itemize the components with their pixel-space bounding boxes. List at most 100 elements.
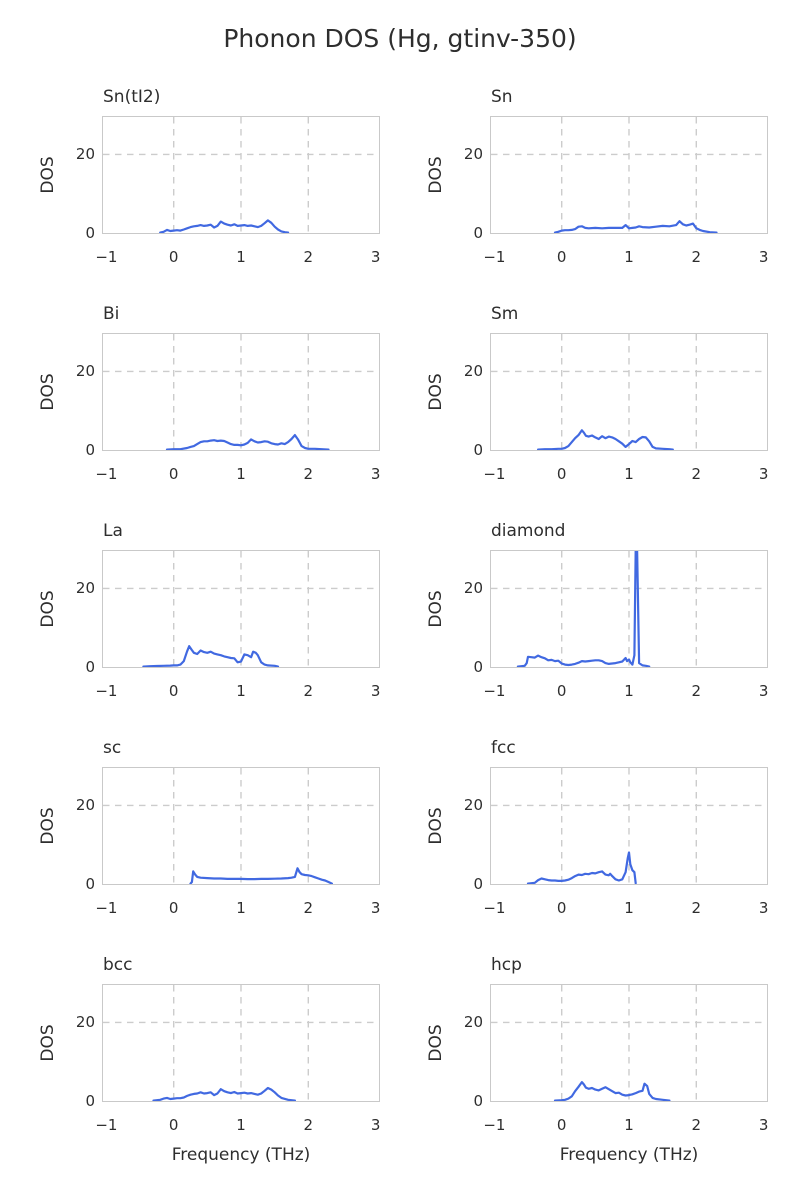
y-tick-label: 0: [85, 658, 95, 676]
y-tick-label: 20: [75, 362, 95, 381]
subplot-cell: Bi DOS 20 0 −1 0 1 2 3: [0, 292, 400, 509]
x-tick-label: 1: [236, 465, 246, 483]
subplot: bcc DOS 20 0 −1 0 1 2 3 Frequency (THz): [38, 955, 380, 1165]
plot-area: [102, 767, 380, 885]
subplot-cell: hcp DOS 20 0 −1 0 1 2 3 Frequency (THz): [400, 943, 800, 1200]
plot-area: [102, 550, 380, 668]
subplot-cell: La DOS 20 0 −1 0 1 2 3: [0, 509, 400, 726]
x-tick-label: 1: [236, 1116, 246, 1134]
y-tick-labels: 20 0: [59, 985, 95, 1110]
subplot-cell: sc DOS 20 0 −1 0 1 2 3: [0, 726, 400, 943]
dos-line-chart: [491, 768, 767, 884]
x-tick-labels: −1 0 1 2 3: [483, 682, 769, 700]
plot-area: [490, 116, 768, 234]
x-tick-label: −1: [95, 465, 118, 483]
subplot-cell: bcc DOS 20 0 −1 0 1 2 3 Frequency (THz): [0, 943, 400, 1200]
dos-line-chart: [491, 551, 767, 667]
x-tick-label: −1: [483, 465, 506, 483]
x-tick-labels: −1 0 1 2 3: [483, 899, 768, 917]
x-tick-label: 1: [624, 899, 634, 917]
plot-area: [102, 116, 380, 234]
dos-line-chart: [103, 985, 379, 1101]
y-tick-labels: 20 0: [59, 551, 95, 676]
x-tick-label: 2: [691, 465, 702, 483]
subplot-title: Bi: [103, 304, 120, 324]
y-axis-label: DOS: [38, 373, 58, 411]
y-axis-label: DOS: [426, 156, 446, 194]
subplot-title: bcc: [103, 955, 133, 975]
x-tick-label: 1: [624, 248, 634, 266]
dos-line-chart: [491, 334, 767, 450]
subplot-grid: Sn(tI2) DOS 20 0 −1 0 1 2 3 Sn DOS 20 0 −1 0 1 2 3…: [0, 75, 800, 1200]
subplot-title: fcc: [491, 738, 516, 758]
y-tick-label: 20: [463, 579, 483, 598]
x-tick-label: 2: [691, 248, 702, 266]
y-tick-label: 20: [75, 796, 95, 815]
x-tick-label: 0: [556, 899, 567, 917]
subplot: fcc DOS 20 0 −1 0 1 2 3: [426, 738, 768, 917]
x-tick-label: 3: [758, 1116, 769, 1134]
subplot-cell: Sn DOS 20 0 −1 0 1 2 3: [400, 75, 800, 292]
plot-area: [490, 333, 768, 451]
y-axis-label: DOS: [426, 807, 446, 845]
subplot-cell: Sn(tI2) DOS 20 0 −1 0 1 2 3: [0, 75, 400, 292]
plot-area: [102, 333, 380, 451]
subplot: Sm DOS 20 0 −1 0 1 2 3: [426, 304, 768, 483]
x-tick-label: 2: [303, 1116, 314, 1134]
x-tick-labels: −1 0 1 2 3: [483, 465, 768, 483]
subplot-cell: fcc DOS 20 0 −1 0 1 2 3: [400, 726, 800, 943]
x-tick-label: −1: [483, 1116, 506, 1134]
y-axis-label: DOS: [426, 373, 446, 411]
y-tick-label: 0: [85, 441, 95, 459]
x-tick-label: −1: [95, 1116, 118, 1134]
subplot-title: Sn(tI2): [103, 87, 161, 107]
x-tick-label: 3: [370, 465, 381, 483]
subplot-title: hcp: [491, 955, 522, 975]
y-tick-labels: 20 0: [447, 117, 483, 242]
y-axis-label: DOS: [38, 1024, 58, 1062]
x-tick-label: 2: [303, 248, 314, 266]
x-tick-label: 0: [168, 248, 179, 266]
plot-area: [490, 984, 768, 1102]
subplot-title: Sn: [491, 87, 513, 107]
x-tick-labels: −1 0 1 2 3: [483, 248, 769, 266]
x-tick-label: 1: [624, 465, 634, 483]
y-tick-labels: 20 0: [447, 768, 483, 893]
subplot-title: La: [103, 521, 123, 541]
subplot: La DOS 20 0 −1 0 1 2 3: [38, 521, 380, 700]
x-tick-label: 0: [168, 682, 179, 700]
subplot: Sn DOS 20 0 −1 0 1 2 3: [426, 87, 768, 266]
x-tick-label: 2: [691, 1116, 702, 1134]
x-tick-label: −1: [95, 899, 118, 917]
y-tick-label: 0: [473, 1092, 483, 1110]
y-axis-label: DOS: [426, 1024, 446, 1062]
x-tick-label: 3: [758, 682, 769, 700]
x-tick-labels: −1 0 1 2 3: [483, 1116, 769, 1134]
y-tick-labels: 20 0: [447, 334, 483, 459]
dos-line-chart: [103, 551, 379, 667]
x-tick-label: 3: [758, 248, 769, 266]
y-tick-label: 0: [85, 224, 95, 242]
subplot-cell: Sm DOS 20 0 −1 0 1 2 3: [400, 292, 800, 509]
x-tick-label: 3: [370, 1116, 381, 1134]
x-tick-label: 2: [691, 899, 702, 917]
plot-area: [102, 984, 380, 1102]
x-tick-label: 1: [624, 682, 634, 700]
subplot: diamond DOS 20 0 −1 0 1 2 3: [426, 521, 768, 700]
x-tick-label: 0: [556, 248, 567, 266]
x-tick-labels: −1 0 1 2 3: [95, 682, 380, 700]
y-tick-label: 20: [463, 145, 483, 164]
x-tick-label: 0: [556, 682, 567, 700]
subplot: Bi DOS 20 0 −1 0 1 2 3: [38, 304, 380, 483]
plot-area: [490, 767, 768, 885]
y-tick-label: 0: [473, 441, 483, 459]
y-tick-labels: 20 0: [447, 551, 483, 676]
y-tick-label: 20: [75, 145, 95, 164]
y-tick-label: 0: [85, 1092, 95, 1110]
dos-line-chart: [491, 117, 767, 233]
y-tick-labels: 20 0: [59, 334, 95, 459]
y-tick-label: 0: [473, 875, 483, 893]
y-tick-labels: 20 0: [59, 117, 95, 242]
dos-line-chart: [103, 117, 379, 233]
